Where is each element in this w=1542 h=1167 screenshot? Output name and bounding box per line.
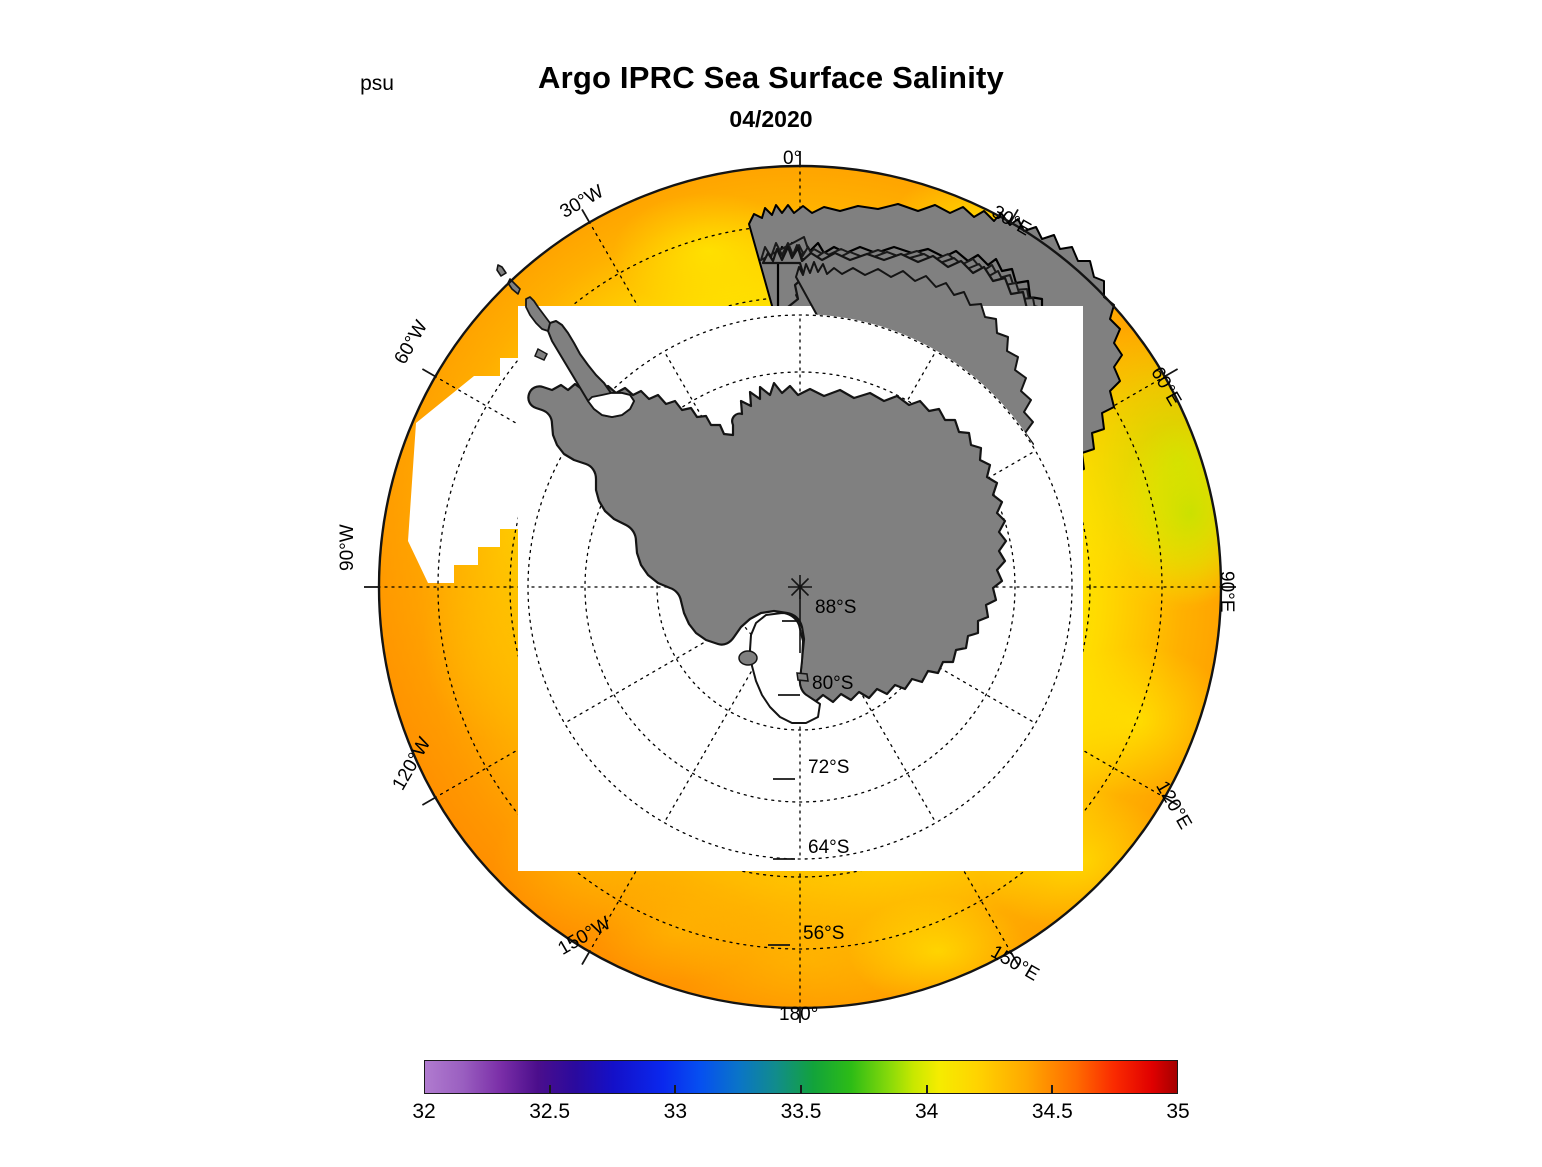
title-block: Argo IPRC Sea Surface Salinity 04/2020	[0, 60, 1542, 134]
colorbar-tick-marks: 32 32.5 33 33.5 34 34.5 35	[412, 1060, 1190, 1123]
antarctica-outline	[527, 381, 1008, 704]
colorbar-tick-label: 33	[663, 1100, 688, 1123]
lat-label-56S: 56°S	[803, 923, 845, 944]
colorbar-unit-label: psu	[360, 72, 394, 95]
ross-sea-embayment	[749, 612, 821, 724]
map-outer-boundary	[377, 164, 1223, 1010]
lon-label-0: 0°	[783, 148, 802, 169]
lon-label-90E: 90°E	[1216, 571, 1237, 613]
lon-label-180: 180°	[779, 1004, 819, 1025]
map-canvas	[364, 151, 1236, 1023]
colorbar-tick-label: 33.5	[780, 1100, 822, 1123]
lat-label-72S: 72°S	[808, 757, 850, 778]
offshore-islands	[534, 347, 809, 682]
longitude-tick-marks	[364, 151, 1236, 1023]
lon-label-90W: 90°W	[337, 524, 358, 571]
weddell-bay	[587, 392, 635, 418]
colorbar-tick	[674, 1085, 677, 1094]
colorbar-tick	[925, 1085, 928, 1094]
lat-label-88S: 88°S	[815, 597, 857, 618]
colorbar-tick-label: 32	[412, 1100, 436, 1123]
lat-label-64S: 64°S	[808, 837, 850, 858]
latitude-tick-marks	[768, 620, 800, 946]
colorbar-tick-label: 35	[1166, 1100, 1190, 1123]
colorbar-tick	[1051, 1085, 1054, 1094]
chart-subtitle: 04/2020	[729, 106, 813, 132]
polar-map[interactable]	[364, 151, 1236, 1023]
colorbar-tick-label: 32.5	[529, 1100, 571, 1123]
lat-label-80S: 80°S	[812, 673, 854, 694]
peninsula-tip	[525, 296, 551, 332]
colorbar-tick-label: 34	[914, 1100, 939, 1123]
colorbar-tick	[548, 1085, 551, 1094]
colorbar-tick-label: 34.5	[1031, 1100, 1073, 1123]
page-title: Argo IPRC Sea Surface Salinity	[538, 60, 1004, 95]
colorbar-tick	[800, 1085, 802, 1094]
colorbar[interactable]: 32 32.5 33 33.5 34 34.5 35	[412, 1060, 1190, 1123]
